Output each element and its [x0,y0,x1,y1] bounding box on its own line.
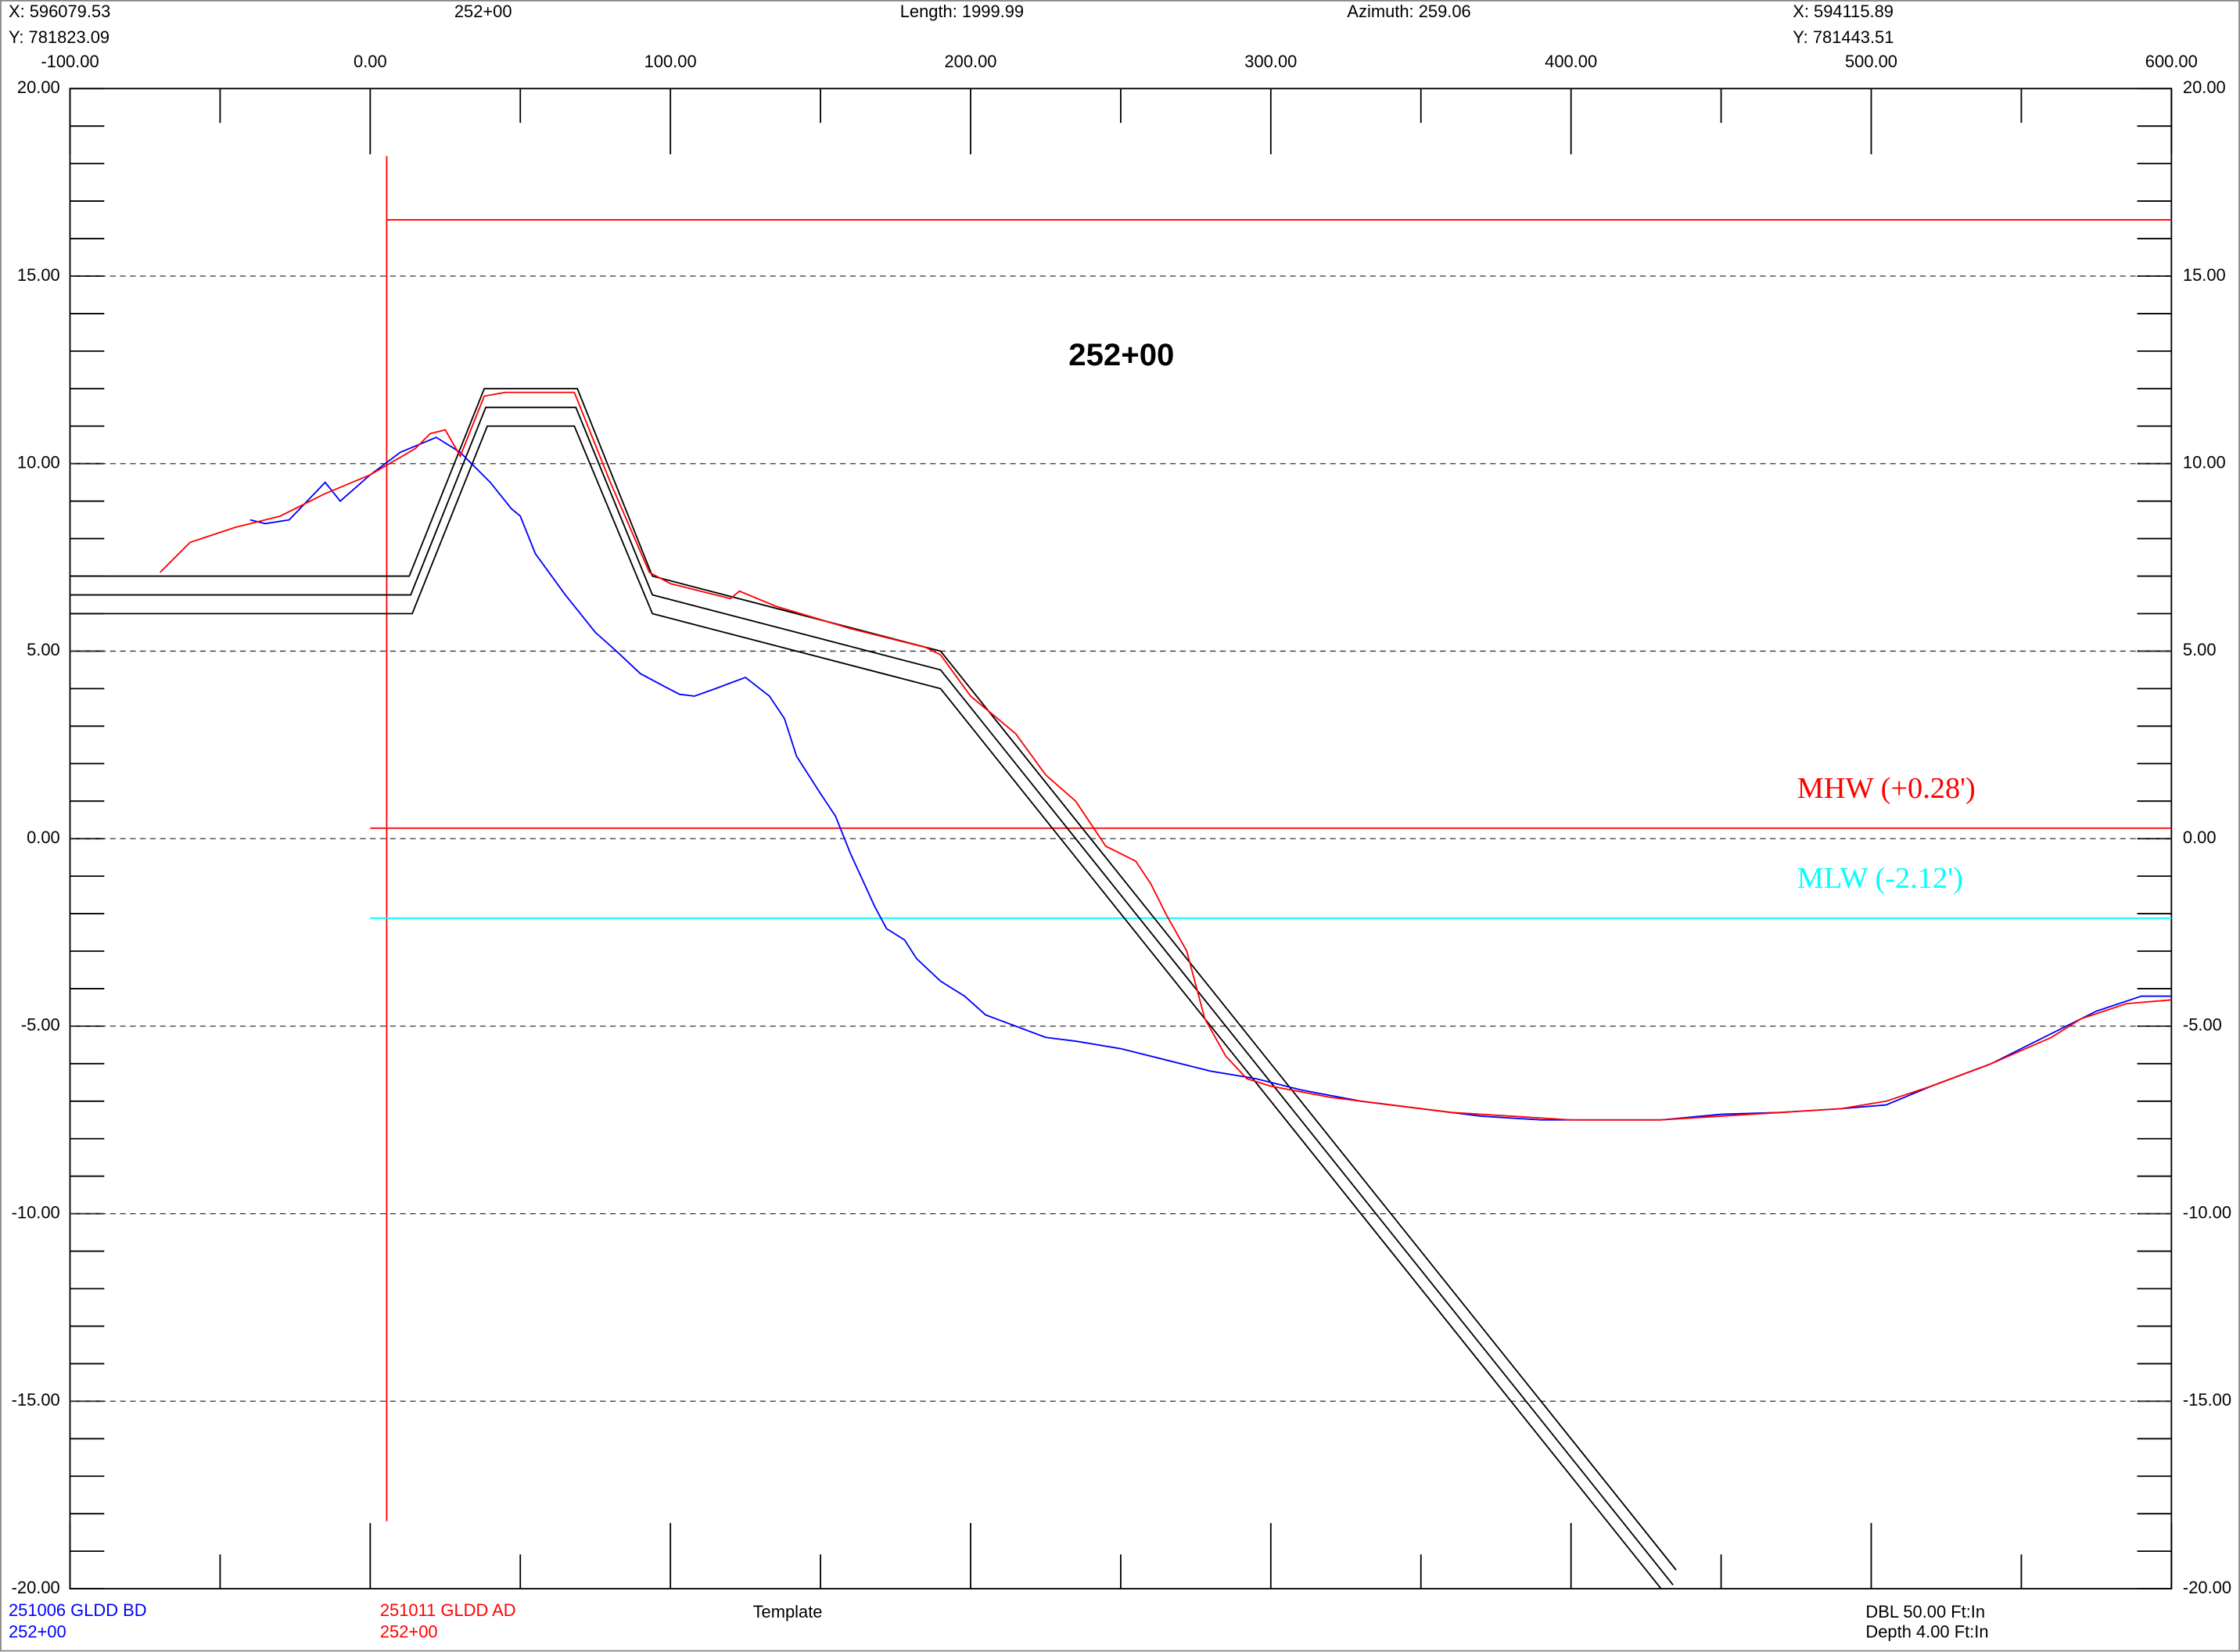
y2-tick-label: -15.00 [2183,1390,2231,1410]
reference-label: MHW (+0.28') [1797,772,1976,805]
header-end-y: Y: 781443.51 [1793,27,1894,47]
legend-entry: Template [753,1602,823,1621]
y-tick-label: 5.00 [27,640,60,659]
x-tick-label: 600.00 [2145,52,2198,71]
legend-entry: 251006 GLDD BD [9,1600,147,1620]
header-start-y: Y: 781823.09 [9,27,109,47]
y-tick-label: -10.00 [12,1202,60,1222]
x-tick-label: -100.00 [41,52,99,71]
x-tick-label: 300.00 [1244,52,1297,71]
y2-tick-label: -20.00 [2183,1578,2231,1597]
y-tick-label: 10.00 [17,452,60,472]
header-section: 252+00 [454,2,512,21]
y-tick-label: 0.00 [27,828,60,847]
footer-depth: Depth 4.00 Ft:In [1865,1621,1988,1641]
x-tick-label: 100.00 [644,52,697,71]
header-length: Length: 1999.99 [900,2,1024,21]
header-start-x: X: 596079.53 [9,2,110,21]
y2-tick-label: 5.00 [2183,640,2217,659]
x-tick-label: 0.00 [354,52,387,71]
y2-tick-label: 15.00 [2183,265,2226,285]
template-line [70,425,1662,1589]
header-azimuth: Azimuth: 259.06 [1347,2,1470,21]
header-end-x: X: 594115.89 [1793,2,1894,21]
chart-title: 252+00 [1068,337,1174,372]
legend-section: 252+00 [380,1621,438,1641]
profile-line [160,391,2172,1121]
footer-dbl: DBL 50.00 Ft:In [1865,1602,1985,1621]
y2-tick-label: -5.00 [2183,1015,2222,1035]
x-tick-label: 500.00 [1845,52,1897,71]
y-tick-label: -15.00 [12,1390,60,1410]
y-tick-label: 15.00 [17,265,60,285]
y-tick-label: -20.00 [12,1578,60,1597]
legend-section: 252+00 [9,1621,66,1641]
y2-tick-label: 10.00 [2183,452,2226,472]
reference-label: MLW (-2.12') [1797,862,1963,895]
y2-tick-label: -10.00 [2183,1202,2231,1222]
template-line [70,387,1677,1571]
y2-tick-label: 0.00 [2183,828,2217,847]
x-tick-label: 400.00 [1545,52,1597,71]
y2-tick-label: 20.00 [2183,77,2226,97]
y-tick-label: -5.00 [21,1015,60,1035]
y-tick-label: 20.00 [17,77,60,97]
template-line [70,406,1674,1586]
x-tick-label: 200.00 [944,52,996,71]
legend-entry: 251011 GLDD AD [380,1600,516,1620]
